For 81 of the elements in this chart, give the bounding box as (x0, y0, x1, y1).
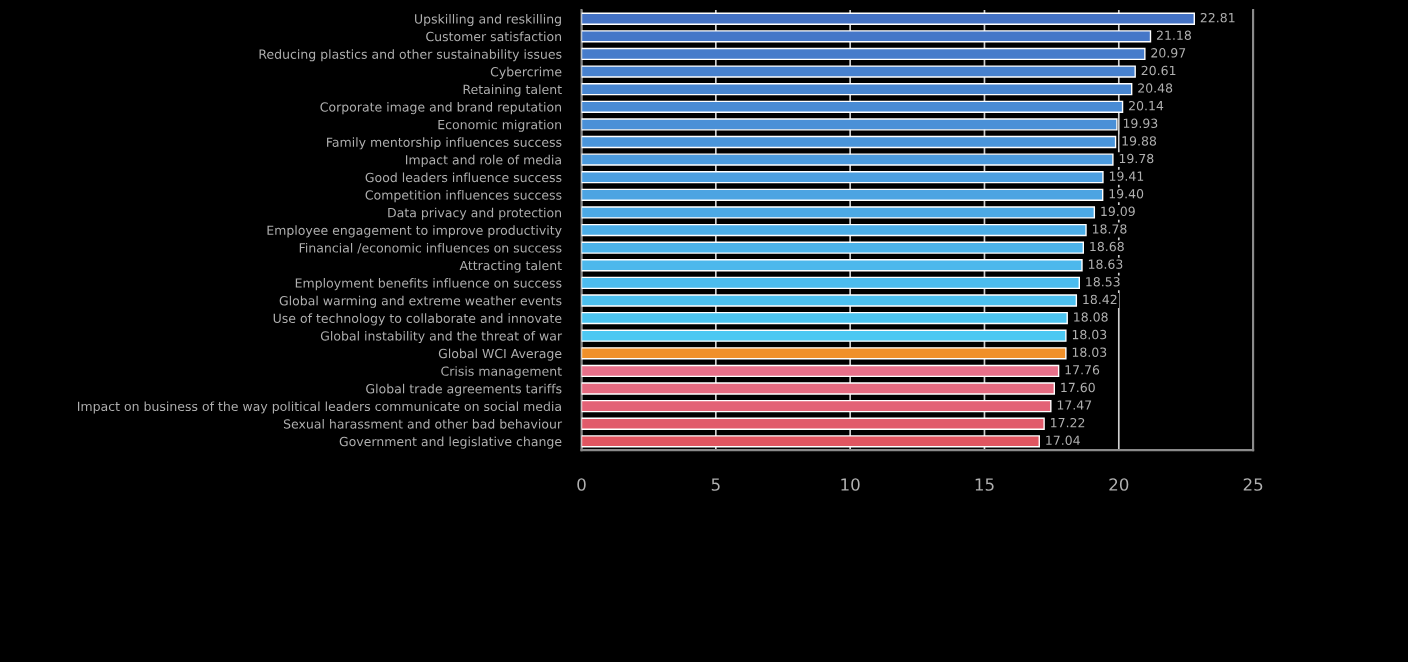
y-tick-label: Impact and role of media (405, 154, 561, 167)
x-tick-label: 15 (975, 478, 994, 491)
y-tick-label: Reducing plastics and other sustainability issues (259, 49, 562, 62)
bar (581, 347, 1067, 360)
y-tick-label: Employment benefits influence on success (295, 278, 562, 291)
bar (581, 65, 1136, 78)
data-label: 18.63 (1088, 259, 1123, 269)
data-label: 20.48 (1138, 83, 1173, 93)
y-tick-label: Family mentorship influences success (327, 137, 562, 150)
data-label: 19.40 (1109, 189, 1144, 199)
data-label: 21.18 (1156, 30, 1191, 40)
x-tick-label: 0 (577, 478, 586, 491)
y-tick-label: Good leaders influence success (365, 172, 562, 183)
x-tick-label: 10 (841, 478, 860, 491)
data-label: 20.61 (1141, 65, 1176, 76)
data-label: 19.41 (1109, 171, 1144, 181)
bar (581, 241, 1085, 254)
y-tick-label: Government and legislative change (339, 436, 562, 449)
data-label: 18.03 (1072, 347, 1107, 357)
data-label: 19.78 (1119, 153, 1154, 164)
y-tick-label: Global trade agreements tariffs (366, 383, 562, 396)
y-tick-label: Impact on business of the way political leaders communicate on social media (77, 401, 561, 414)
data-label: 19.09 (1101, 206, 1135, 217)
y-tick-label: Attracting talent (459, 260, 562, 273)
x-tick-label: 20 (1109, 478, 1129, 491)
y-tick-label: Retaining talent (463, 84, 562, 97)
data-label: 18.03 (1072, 329, 1107, 340)
data-label: 17.60 (1061, 382, 1095, 393)
x-tick-label: 5 (711, 478, 720, 491)
bar (581, 276, 1081, 290)
bar (581, 399, 1052, 413)
data-label: 18.08 (1074, 312, 1108, 322)
bar (581, 382, 1056, 395)
data-label: 18.53 (1086, 277, 1120, 287)
data-label: 17.22 (1051, 417, 1085, 428)
bar (581, 223, 1087, 237)
y-tick-label: Global warming and extreme weather events (279, 295, 562, 308)
bar (581, 100, 1124, 113)
y-tick-label: Crisis management (441, 366, 562, 379)
y-tick-label: Financial /economic influences on success (299, 242, 562, 254)
x-tick-label: 25 (1243, 478, 1263, 491)
bar (581, 135, 1117, 149)
bar (581, 329, 1067, 342)
y-tick-label: Upskilling and reskilling (415, 13, 561, 27)
data-label: 20.14 (1129, 100, 1164, 111)
bar (581, 206, 1096, 219)
bar (581, 188, 1104, 201)
data-label: 18.78 (1092, 224, 1127, 234)
bar (581, 364, 1060, 378)
data-label: 17.04 (1046, 435, 1080, 445)
y-tick-label: Data privacy and protection (388, 207, 561, 220)
y-tick-label: Employee engagement to improve productivity (267, 225, 562, 238)
bar (581, 259, 1083, 272)
y-tick-label: Use of technology to collaborate and innovate (273, 313, 562, 326)
data-label: 19.93 (1123, 118, 1158, 129)
y-tick-label: Global WCI Average (438, 348, 562, 361)
y-tick-label: Cybercrime (490, 66, 562, 79)
y-tick-label: Global instability and the threat of war (320, 330, 563, 344)
bar (581, 47, 1146, 61)
data-label: 17.76 (1065, 365, 1100, 375)
bar (581, 171, 1104, 184)
y-tick-label: Customer satisfaction (426, 31, 561, 42)
data-label: 22.81 (1200, 12, 1235, 23)
bar (581, 30, 1152, 43)
bar (581, 83, 1133, 96)
data-label: 20.97 (1151, 48, 1186, 58)
data-label: 18.68 (1090, 241, 1124, 252)
bar (581, 118, 1118, 131)
bar (581, 417, 1045, 430)
y-tick-label: Sexual harassment and other bad behaviour (283, 419, 563, 429)
bar (581, 153, 1114, 166)
bar (581, 294, 1078, 307)
y-tick-label: Competition influences success (365, 190, 562, 203)
bar (581, 12, 1195, 25)
y-tick-label: Corporate image and brand reputation (320, 102, 561, 115)
bar (581, 435, 1040, 448)
bar (581, 311, 1068, 325)
data-label: 18.42 (1083, 294, 1117, 305)
y-tick-label: Economic migration (438, 119, 561, 132)
data-label: 17.47 (1057, 400, 1092, 410)
data-label: 19.88 (1122, 136, 1157, 146)
